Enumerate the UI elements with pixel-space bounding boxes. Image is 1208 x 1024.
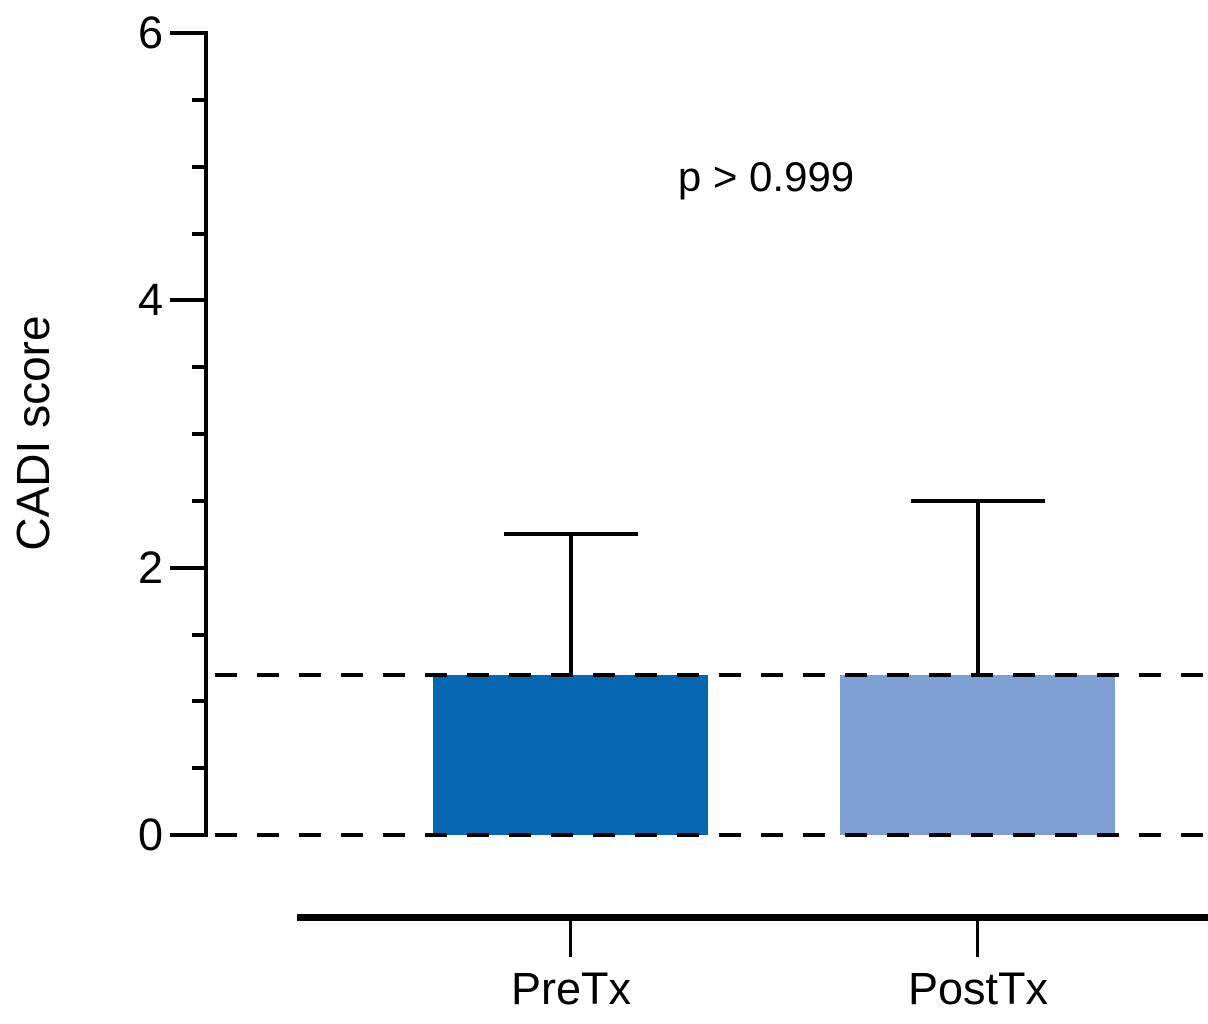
y-major-tick-4 [170,298,208,302]
y-axis-title: CADI score [7,315,59,551]
y-tick-label-0: 0 [137,809,163,860]
error-bar-cap-pretx [504,532,638,536]
bar-posttx [840,675,1115,835]
y-tick-label-2: 2 [137,542,163,593]
y-tick-label-4: 4 [137,274,163,325]
x-tick-pretx [569,921,572,957]
y-minor-tick-1 [192,699,208,703]
x-axis-baseline [297,914,1208,921]
y-minor-tick-5 [192,165,208,169]
bar-pretx [433,675,708,835]
y-minor-tick-0.5 [192,766,208,770]
y-minor-tick-2.5 [192,499,208,503]
y-minor-tick-1.5 [192,633,208,637]
error-bar-cap-posttx [911,499,1045,503]
y-tick-label-6: 6 [137,7,163,58]
error-bar-stem-pretx [569,534,573,674]
reference-dashed-line-1 [215,673,1208,677]
y-minor-tick-3.5 [192,365,208,369]
y-major-tick-6 [170,31,208,35]
p-value-annotation: p > 0.999 [677,153,855,200]
x-tick-posttx [976,921,979,957]
y-major-tick-0 [170,833,208,837]
x-label-posttx: PostTx [907,963,1049,1014]
reference-dashed-line-0 [215,833,1208,837]
x-label-pretx: PreTx [510,963,631,1014]
y-major-tick-2 [170,566,208,570]
y-minor-tick-5.5 [192,98,208,102]
y-minor-tick-4.5 [192,232,208,236]
y-minor-tick-3 [192,432,208,436]
error-bar-stem-posttx [976,501,980,675]
